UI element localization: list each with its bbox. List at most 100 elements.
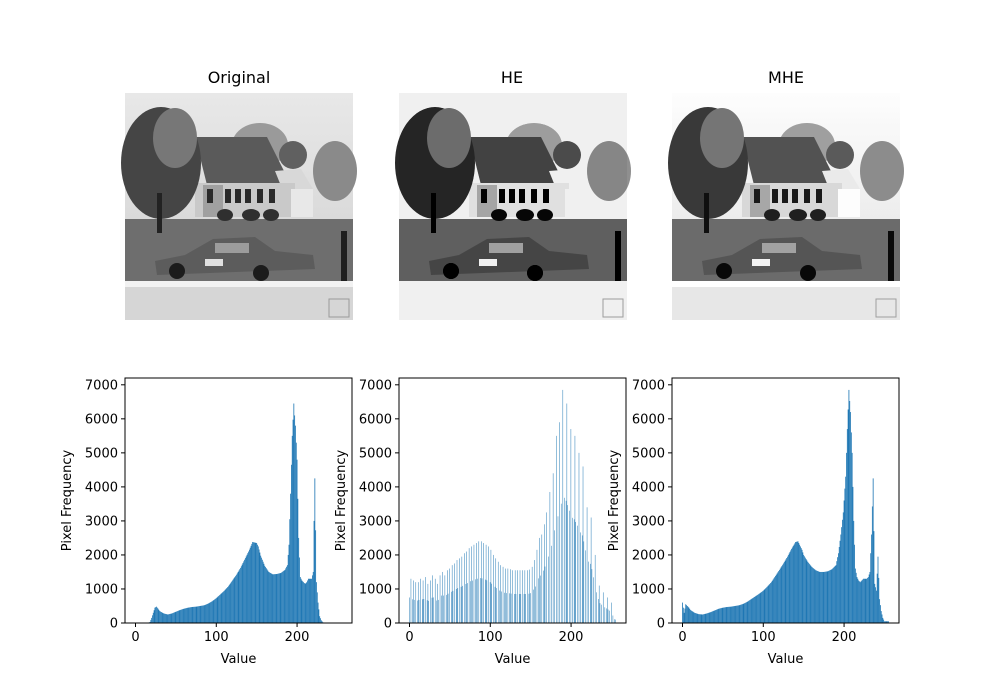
hist-bar [313,520,315,623]
hist-bar [299,577,301,623]
hist-bar [736,605,738,623]
x-tick-label: 200 [832,630,857,645]
hist-bar [225,588,227,623]
hist-bar [711,611,713,623]
hist-bar [265,567,266,623]
y-tick-label: 0 [657,617,665,632]
hist-bar [221,592,223,623]
hist-bar [219,594,221,623]
hist-bar [236,573,238,623]
hist-bar [723,607,725,623]
hist-bar [156,607,158,623]
hist-bar [316,582,317,623]
hist-bar [745,602,746,623]
hist-bar [786,558,788,623]
hist-bar [175,611,177,623]
hist-bar [228,586,229,623]
hist-bar [272,574,274,623]
hist-bar [700,614,702,623]
hist-bar [733,606,735,623]
hist-bar [294,415,296,623]
hist-bar [855,572,857,623]
y-tick-label: 1000 [85,582,118,597]
hist-bar [160,611,161,623]
hist-bar [767,585,769,623]
hist-bar [202,605,204,623]
hist-bar [164,613,165,623]
hist-bar [828,570,830,623]
hist-bar [765,588,767,623]
y-tick-label: 1000 [359,582,392,597]
hist-bar [196,606,198,623]
hist-bar [708,612,710,623]
hist-bar [823,571,825,623]
hist-bar [238,570,240,623]
hist-bar [233,578,235,623]
hist-bar [226,588,228,623]
hist-bar [821,571,823,623]
hist-bar [858,580,860,623]
hist-bar [808,563,810,623]
hist-bar [742,603,744,623]
hist-bar [877,556,879,623]
hist-bar [320,618,321,623]
hist-bar [181,609,182,623]
hist-bar [853,520,855,623]
hist-bar [273,574,275,623]
hist-bar [200,605,202,623]
hist-bar [710,612,712,623]
hist-bar [826,571,828,623]
x-tick-label: 100 [478,630,503,645]
hist-bar [217,596,219,623]
hist-bar [849,400,851,623]
bars [409,389,616,624]
hist-bar [829,570,831,623]
hist-bar [298,537,300,623]
hist-bar [241,564,243,623]
x-axis-label: Value [221,652,257,667]
hist-bar [871,534,872,623]
hist-bar [158,609,160,623]
image-mhe [667,92,905,321]
hist-bar [729,606,731,623]
hist-bar [182,608,184,623]
hist-bar [280,572,282,623]
hist-bar [775,574,777,623]
hist-bar [789,551,791,623]
hist-bar [156,606,157,623]
hist-bar [696,613,698,623]
hist-bar [201,605,203,623]
hist-bar [153,610,155,623]
hist-bar [817,570,818,623]
hist-bar [703,614,704,623]
x-tick-label: 0 [131,630,139,645]
hist-bar [287,554,289,623]
hist-bar [260,555,262,624]
hist-bar [727,606,729,623]
hist-bar [812,567,813,623]
hist-bar [169,614,170,623]
hist-bar [278,573,280,623]
hist-bar [831,569,833,623]
hist-bar [783,562,785,623]
hist-bar [878,577,880,623]
hist-bar [798,543,800,623]
hist-bar [215,598,217,623]
hist-bar [845,476,847,623]
hist-bar [270,573,272,623]
hist-bar [224,589,226,623]
hist-bar [812,568,814,623]
hist-bar [689,608,691,623]
hist-bar [268,571,270,623]
hist-bar [195,606,197,623]
hist-bar [161,612,163,623]
hist-bar [213,600,215,623]
hist-bar [176,611,178,623]
hist-bar [229,583,231,623]
hist-bar [770,583,771,623]
x-tick-label: 200 [559,630,584,645]
hist-bar [246,554,248,623]
hist-bar [722,607,724,623]
hist-bar [811,566,813,623]
hist-bar [690,610,692,623]
